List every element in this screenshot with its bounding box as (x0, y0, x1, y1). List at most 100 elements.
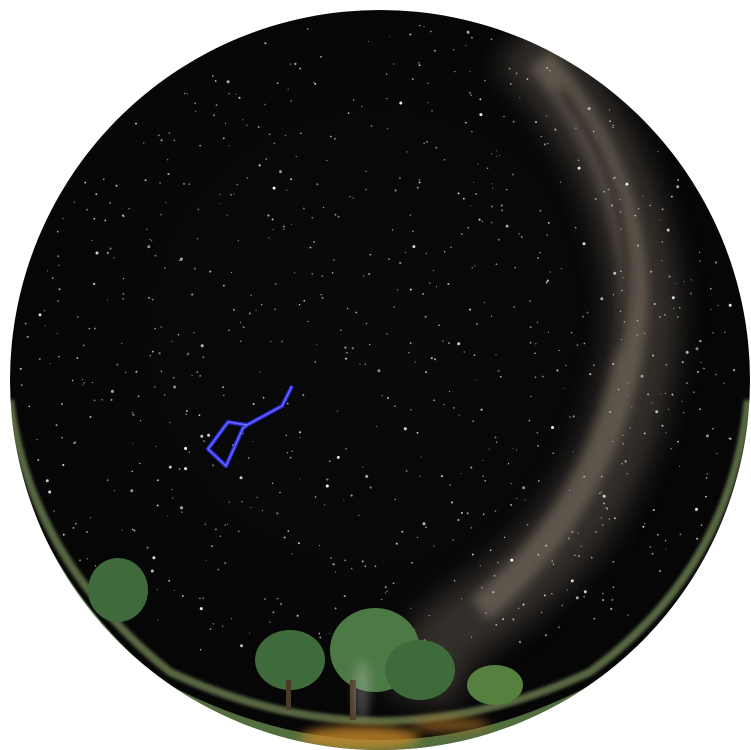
star (683, 412, 685, 414)
star (681, 401, 682, 402)
star (284, 536, 286, 538)
star (158, 134, 160, 136)
star (151, 240, 153, 242)
star (448, 342, 450, 344)
star (538, 480, 540, 482)
star (344, 560, 346, 562)
star (264, 104, 266, 106)
star (427, 83, 428, 84)
star (595, 531, 597, 533)
star (220, 535, 221, 536)
star (296, 156, 297, 157)
star (236, 184, 238, 186)
star (164, 394, 165, 395)
star (381, 599, 382, 600)
star (393, 583, 395, 585)
star (631, 406, 632, 407)
star (611, 205, 613, 207)
star (609, 518, 610, 519)
star (396, 543, 398, 545)
star (588, 107, 591, 110)
star (593, 618, 595, 620)
star (724, 332, 726, 334)
star (87, 558, 88, 559)
star (470, 94, 471, 95)
star (568, 537, 569, 538)
star (167, 159, 169, 161)
star (551, 426, 554, 429)
star (84, 182, 86, 184)
star (471, 37, 473, 39)
star (607, 508, 608, 509)
star (603, 495, 606, 498)
star (425, 316, 427, 318)
star (257, 497, 258, 498)
star (662, 425, 664, 427)
star (730, 438, 732, 440)
star (469, 92, 471, 94)
star (386, 591, 388, 593)
star (83, 382, 84, 383)
star (299, 68, 301, 70)
star (362, 467, 363, 468)
star (363, 275, 364, 276)
star (510, 559, 513, 562)
star (329, 633, 330, 634)
star (179, 468, 181, 470)
star (551, 593, 553, 595)
star (716, 453, 717, 454)
star (62, 218, 63, 219)
star (419, 64, 421, 66)
star (435, 147, 437, 149)
star (715, 374, 717, 376)
star (558, 627, 559, 628)
star (644, 432, 646, 434)
star (135, 371, 137, 373)
star (641, 375, 644, 378)
star (733, 369, 735, 371)
star (675, 283, 676, 284)
star (82, 379, 83, 380)
star (551, 560, 553, 562)
star (326, 160, 327, 161)
star (130, 489, 133, 492)
star (362, 560, 364, 562)
star (228, 93, 230, 95)
star (168, 580, 170, 582)
star (231, 618, 232, 619)
star (482, 221, 483, 222)
star (561, 605, 563, 607)
star (572, 451, 573, 452)
star (691, 279, 692, 280)
star (297, 615, 299, 617)
star (518, 608, 519, 609)
star (307, 28, 309, 30)
star (669, 276, 671, 278)
star (365, 475, 368, 478)
star (418, 62, 420, 64)
star (684, 281, 685, 282)
star (355, 312, 357, 314)
star (95, 193, 97, 195)
star (27, 336, 29, 338)
star (361, 106, 362, 107)
star (287, 403, 289, 405)
page: (() => { const svg = document.getElement… (0, 0, 751, 750)
star (93, 283, 95, 285)
star (453, 49, 454, 50)
star (587, 312, 589, 314)
star (165, 202, 166, 203)
star (461, 598, 462, 599)
star (682, 361, 684, 363)
star (484, 480, 485, 481)
star (608, 188, 610, 190)
star (410, 214, 412, 216)
star (431, 357, 433, 359)
star (506, 225, 509, 228)
star (483, 513, 485, 515)
star (394, 406, 395, 407)
star (52, 277, 54, 279)
star (627, 614, 628, 615)
star (199, 375, 201, 377)
star (159, 352, 161, 354)
